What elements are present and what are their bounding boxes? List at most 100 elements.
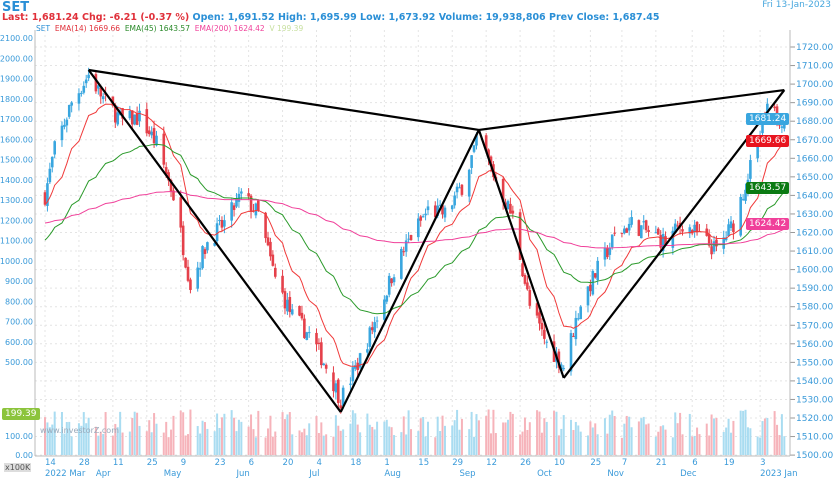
volume-bar: [606, 433, 609, 455]
candle-body: [656, 228, 660, 235]
volume-bar: [298, 430, 301, 455]
candle-body: [538, 312, 541, 324]
volume-bar: [553, 410, 556, 455]
volume-badge: 199.39: [2, 408, 40, 420]
candle-body: [438, 204, 442, 206]
volume-bar: [492, 409, 495, 455]
candle-body: [625, 228, 629, 233]
candle-body: [695, 221, 699, 233]
x-day-label: 15: [418, 458, 429, 468]
candle-body: [761, 119, 764, 134]
low-label: Low:: [360, 12, 386, 23]
volume-bar: [133, 411, 136, 455]
volume-bar: [681, 434, 684, 455]
right-axis-label: 1680.00: [796, 117, 833, 127]
volume-bar: [44, 417, 46, 455]
volume-bars: [44, 409, 786, 455]
x-day-label: 7: [622, 458, 627, 468]
volume-bar: [203, 422, 206, 455]
candle-body: [232, 205, 236, 210]
candle-body: [334, 383, 338, 393]
candle-body: [511, 210, 515, 214]
volume-bar: [402, 416, 405, 455]
x-day-label: 25: [147, 458, 158, 468]
candle-body: [94, 74, 98, 92]
volume-bar: [434, 437, 437, 455]
volume-bar: [756, 436, 759, 455]
x-day-label: 6: [249, 458, 254, 468]
x-day-label: 6: [692, 458, 697, 468]
volume-bar: [453, 420, 456, 455]
candle-body: [543, 329, 546, 339]
candle-body: [661, 233, 665, 252]
volume-bar: [153, 413, 156, 455]
candle-body: [65, 119, 69, 126]
volume-bar: [68, 421, 71, 455]
candle-body: [773, 106, 776, 109]
candle-body: [46, 183, 49, 206]
candle-body: [240, 191, 243, 194]
volume-bar: [625, 415, 628, 455]
volume-bar: [676, 423, 679, 455]
volume-bar: [688, 413, 691, 455]
volume-bar: [366, 413, 369, 455]
candle-body: [623, 228, 626, 234]
candle-body: [162, 133, 166, 165]
candle-body: [416, 218, 420, 238]
candle-body: [664, 236, 667, 245]
candle-body: [368, 327, 372, 347]
candle-body: [300, 312, 304, 319]
volume-bar: [288, 412, 291, 455]
volume-bar: [715, 417, 718, 455]
left-axis-label: 1900.00: [0, 75, 33, 84]
volume-bar: [48, 427, 51, 455]
x-month-label: 2022 Mar: [45, 469, 86, 478]
candle-body: [366, 349, 369, 353]
legend-vol-label: V: [269, 24, 275, 33]
volume-bar: [759, 437, 762, 455]
volume-bar: [82, 412, 85, 455]
candle-body: [254, 203, 258, 216]
x-month-label: Jun: [235, 469, 249, 478]
volume-bar: [51, 424, 54, 455]
right-axis-label: 1650.00: [796, 173, 833, 183]
volume-bar: [264, 437, 267, 455]
candle-body: [574, 317, 578, 340]
right-axis-label: 1600.00: [796, 266, 833, 276]
candle-body: [133, 114, 136, 125]
candle-body: [642, 221, 646, 223]
candle-body: [443, 207, 447, 218]
right-axis-label: 1550.00: [796, 358, 833, 368]
left-axis-label: 1700.00: [0, 115, 33, 124]
x-day-label: 26: [520, 458, 531, 468]
volume-bar: [300, 432, 303, 455]
volume-bar: [417, 431, 420, 455]
pattern-line: [478, 88, 785, 132]
volume-bar: [216, 413, 219, 455]
candle-body: [324, 364, 328, 369]
right-axis-label: 1570.00: [796, 321, 833, 331]
candle-body: [606, 248, 609, 258]
volume-unit-label: x100K: [4, 463, 32, 472]
pattern-line: [339, 129, 480, 413]
volume-bar: [373, 429, 376, 455]
candle-body: [409, 235, 413, 241]
volume-bar: [390, 427, 393, 455]
pattern-line: [562, 89, 786, 379]
volume-bar: [308, 423, 311, 455]
candle-body: [690, 230, 694, 234]
volume-bar: [424, 436, 427, 455]
volume-bar: [475, 414, 478, 455]
volume-bar: [213, 431, 216, 455]
candle-body: [523, 275, 527, 284]
candle-body: [290, 309, 294, 315]
candle-body: [152, 128, 156, 144]
volume-bar: [642, 416, 645, 455]
x-month-label: May: [164, 469, 182, 478]
candle-body: [206, 242, 209, 251]
volume-bar: [407, 410, 410, 455]
candle-body: [235, 198, 238, 207]
candles: [43, 67, 786, 414]
volume-bar: [184, 435, 187, 455]
